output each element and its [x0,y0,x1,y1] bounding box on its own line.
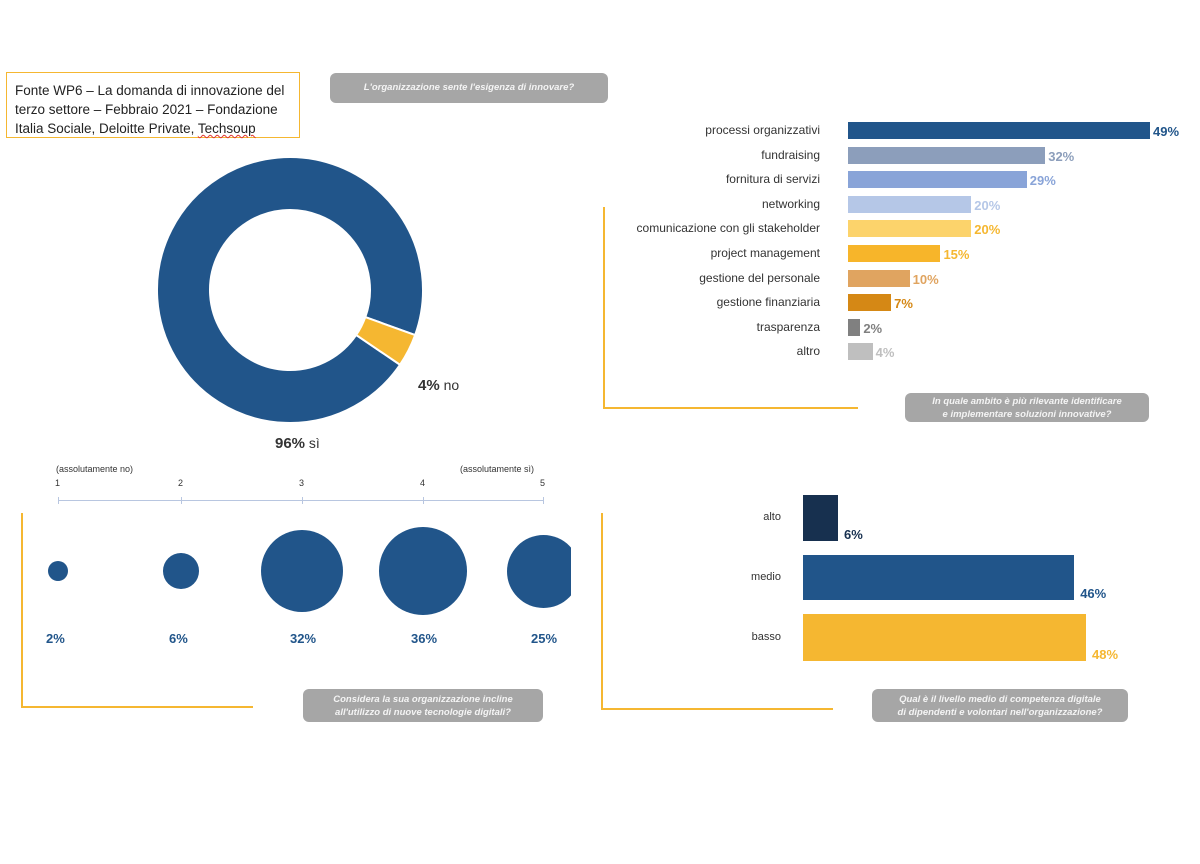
hbar-value-label: 15% [943,247,970,262]
hbar-question-line2: e implementare soluzioni innovative? [942,409,1112,420]
donut-slice-si [156,156,424,424]
hbar-value-label: 20% [974,222,1001,238]
competence-bar [803,495,838,541]
comp-bracket-horizontal [601,708,833,710]
competence-bar [803,555,1075,600]
hbar-value-label: 4% [875,345,895,361]
hbar-bar [848,171,1027,189]
scale-tick-label: 5 [540,478,546,488]
bubble-question-line2: all'utilizzo di nuove tecnologie digital… [335,707,511,718]
hbar-bar [848,269,910,287]
donut-no-value: 4% [418,377,440,394]
comp-question-line1: Qual è il livello medio di competenza di… [899,694,1101,705]
scale-tick [423,497,424,504]
hbar-value-label: 49% [1153,124,1180,139]
bubble-value-label: 32% [290,631,317,646]
hbar-category-label: processi organizzativi [705,123,820,137]
hbar-bar [848,318,861,336]
hbar-value-label: 29% [1029,173,1056,189]
competence-value-label: 46% [1080,586,1107,601]
donut-si-value: 96% [275,435,306,452]
competence-bar [803,614,1086,661]
competence-category-label: alto [763,511,781,523]
hbar-question-pill: In quale ambito è più rilevante identifi… [905,393,1149,422]
hbar-category-label: project management [710,246,820,260]
source-line-3a: Italia Sociale, Deloitte Private, [15,121,198,136]
source-line-2: terzo settore – Febbraio 2021 – Fondazio… [15,102,278,117]
bubble [379,527,467,615]
scale-tick [302,497,303,504]
donut-question-pill: L'organizzazione sente l'esigenza di inn… [330,73,608,103]
scale-left-label: (assolutamente no) [56,464,134,474]
scale-tick-label: 1 [55,478,61,488]
hbar-bar [848,146,1046,164]
hbar-question-line1: In quale ambito è più rilevante identifi… [932,396,1122,407]
hbar-category-label: gestione finanziaria [716,295,820,310]
bubble [47,560,69,582]
bubble-question-line1: Considera la sua organizzazione incline [333,694,513,705]
competence-category-label: medio [751,570,781,583]
hbar-category-label: altro [796,344,820,359]
donut-label-no: 4% no [418,377,459,394]
donut-no-text: no [443,377,460,393]
hbar-category-label: networking [761,196,820,211]
hbar-bar [848,195,972,213]
scale-tick-label: 2 [178,478,184,488]
hbar-category-label: comunicazione con gli stakeholder [636,221,820,236]
donut-chart [156,156,424,424]
hbar-bar [848,122,1150,139]
competence-category-label: basso [751,630,781,643]
hbar-bar [848,220,972,238]
bubble-question-pill: Considera la sua organizzazione incline … [303,689,543,722]
donut-label-si: 96% sì [275,435,320,452]
hbar-category-label: fundraising [761,147,820,162]
source-line-1: Fonte WP6 – La domanda di innovazione de… [15,83,285,98]
competence-value-label: 48% [1092,647,1119,662]
bubble-value-label: 36% [411,631,438,646]
source-line-3: Italia Sociale, Deloitte Private, Techso… [15,119,299,138]
scale-tick-label: 4 [420,478,426,488]
hbar-bracket-horizontal [603,407,858,409]
hbar-value-label: 2% [863,320,883,336]
scale-tick [181,497,182,504]
bubble-bracket-vertical [21,513,23,708]
hbar-bar [848,245,941,262]
bubble-bracket-horizontal [21,706,253,708]
scale-axis-line [58,500,543,501]
bubble-value-label: 2% [46,631,65,646]
bubble [506,534,580,608]
hbar-value-label: 7% [894,296,913,312]
bubble [260,529,344,613]
bubble-value-label: 6% [169,631,188,646]
scale-tick-label: 3 [299,478,305,488]
donut-question: L'organizzazione sente l'esigenza di inn… [363,82,575,93]
hbar-value-label: 20% [974,197,1001,213]
competence-value-label: 6% [844,527,863,542]
source-techsoup: Techsoup [197,121,256,136]
bubble-value-label: 25% [531,631,558,646]
hbar-bar [848,343,873,361]
hbar-bracket-vertical [603,207,605,409]
hbar-value-label: 32% [1048,148,1075,164]
scale-right-label: (assolutamente sì) [460,464,535,474]
hbar-value-label: 10% [912,271,939,287]
bubble-clip-mask [571,530,601,620]
donut-slice-no [354,315,417,367]
donut-si-text: sì [308,435,320,451]
comp-bracket-vertical [601,513,603,710]
comp-question-line2: di dipendenti e volontari nell'organizza… [897,707,1103,718]
scale-tick [58,497,59,504]
hbar-bar [848,294,892,312]
scale-tick [543,497,544,504]
hbar-category-label: gestione del personale [699,270,820,285]
hbar-category-label: fornitura di servizi [725,172,820,187]
bubble [163,553,199,589]
source-note: Fonte WP6 – La domanda di innovazione de… [6,72,300,138]
comp-question-pill: Qual è il livello medio di competenza di… [872,689,1128,722]
hbar-category-label: trasparenza [756,319,820,334]
